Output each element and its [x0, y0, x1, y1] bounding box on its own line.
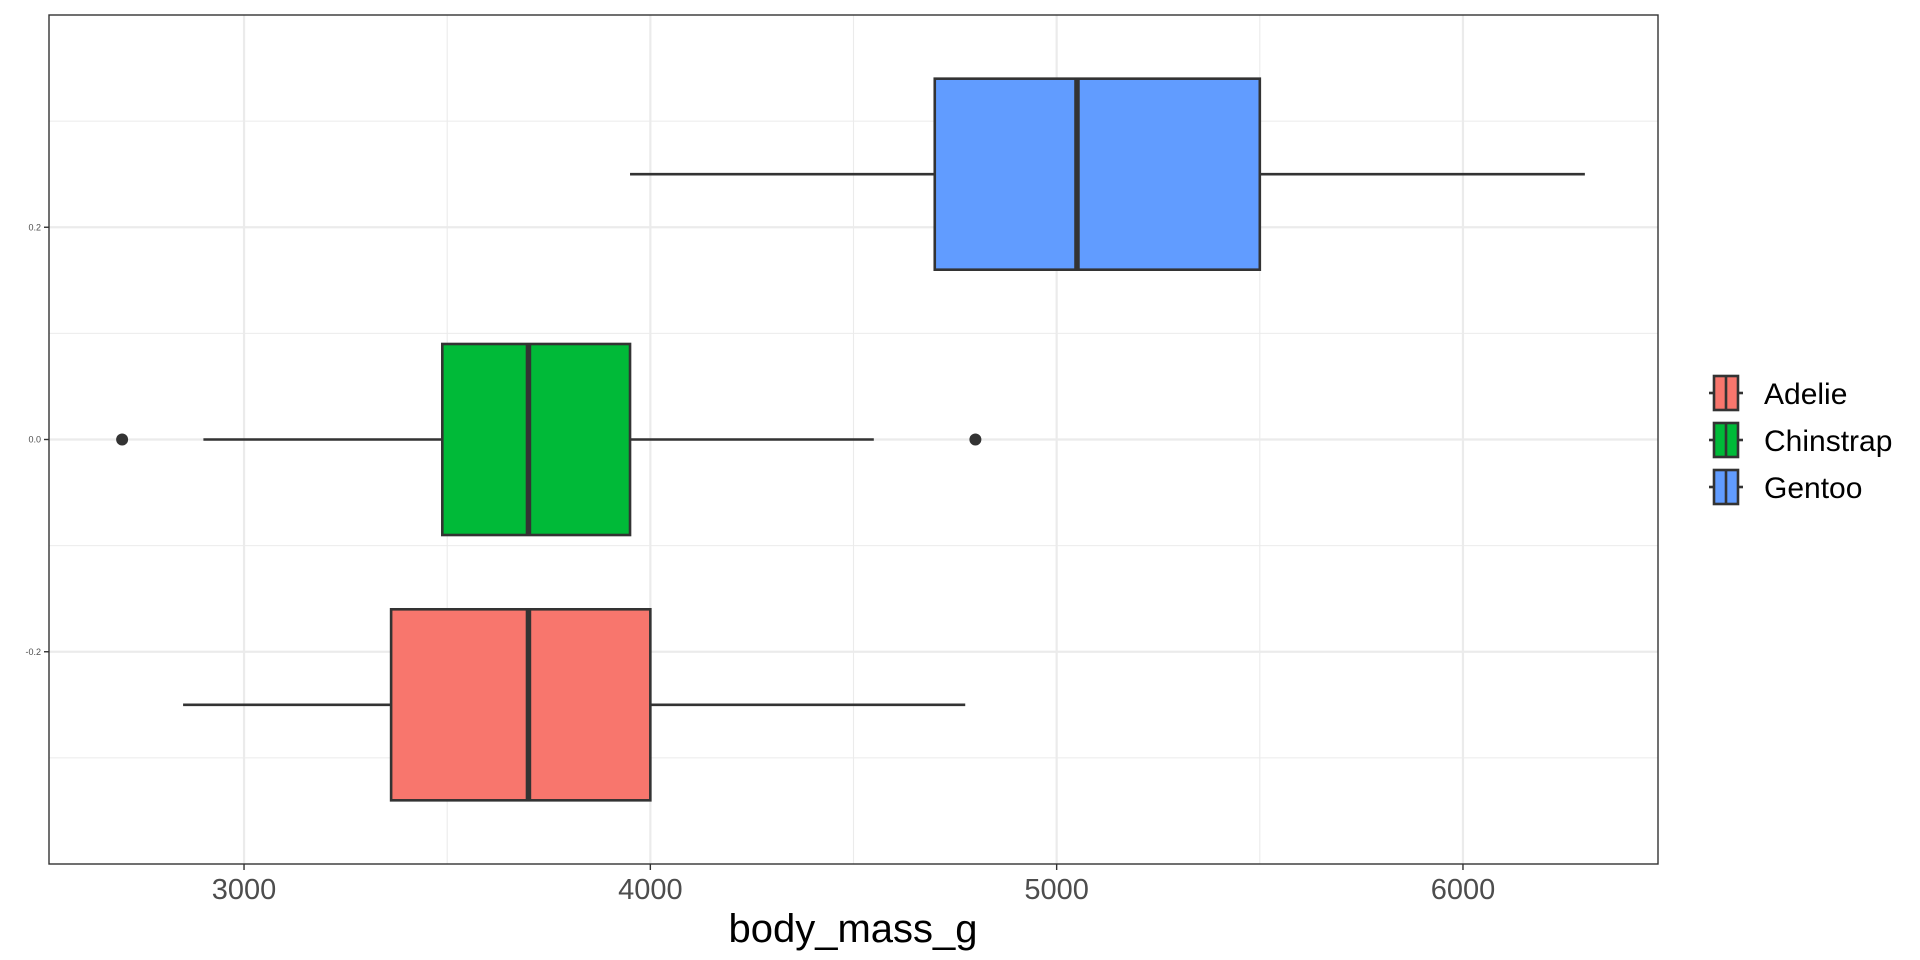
y-tick-label: 0.0	[28, 435, 41, 445]
legend-item-chinstrap: Chinstrap	[1709, 421, 1892, 459]
legend-item-adelie: Adelie	[1709, 374, 1847, 412]
y-tick-label: -0.2	[25, 647, 41, 657]
legend-label: Chinstrap	[1764, 425, 1892, 458]
y-tick-label: 0.2	[28, 222, 41, 232]
box-chinstrap	[116, 342, 982, 537]
box-rect	[389, 607, 652, 802]
legend-label: Adelie	[1764, 378, 1847, 411]
x-tick-label: 5000	[1024, 874, 1089, 906]
legend-label: Gentoo	[1764, 472, 1862, 505]
x-axis-title: body_mass_g	[728, 907, 977, 951]
x-tick-label: 4000	[618, 874, 683, 906]
box-rect	[933, 77, 1262, 271]
legend: Adelie Chinstrap Gentoo	[1709, 374, 1892, 506]
outlier-point	[969, 433, 982, 446]
legend-item-gentoo: Gentoo	[1709, 468, 1862, 506]
boxes	[116, 77, 1585, 802]
box-adelie	[183, 607, 966, 802]
box-rect	[441, 342, 632, 537]
x-tick-label: 6000	[1431, 874, 1496, 906]
box-gentoo	[630, 77, 1585, 271]
outlier-point	[116, 433, 129, 446]
axis-ticks: 3000 4000 5000 6000 -0.2 0.0 0.2	[25, 222, 1495, 906]
x-tick-label: 3000	[212, 874, 277, 906]
